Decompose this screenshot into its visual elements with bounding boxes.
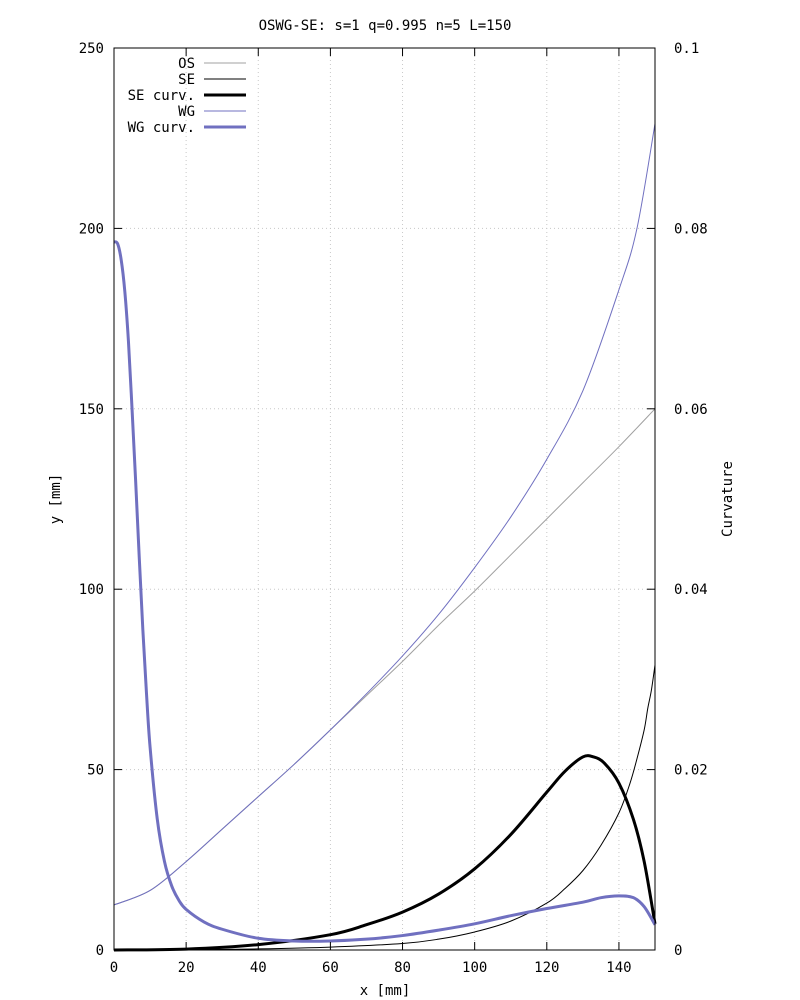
y-tick-label: 0 — [96, 943, 104, 959]
y-tick-label: 100 — [79, 582, 104, 598]
x-tick-label: 60 — [322, 960, 339, 976]
legend-label-wg-curv: WG curv. — [128, 120, 195, 136]
legend-label-os: OS — [178, 56, 195, 72]
series-wg-curv-line — [113, 240, 657, 943]
x-tick-label: 0 — [110, 960, 118, 976]
y2-tick-label: 0.1 — [674, 41, 699, 57]
y2-tick-label: 0.04 — [674, 582, 708, 598]
y2-tick-label: 0 — [674, 943, 682, 959]
x-tick-label: 140 — [606, 960, 631, 976]
y2-tick-label: 0.02 — [674, 763, 708, 779]
x-axis-label: x [mm] — [360, 983, 411, 999]
y-tick-label: 50 — [87, 763, 104, 779]
y-tick-label: 250 — [79, 41, 104, 57]
legend-label-se-curv: SE curv. — [128, 88, 195, 104]
y2-tick-label: 0.06 — [674, 402, 708, 418]
legend-label-wg: WG — [178, 104, 195, 120]
y-tick-label: 150 — [79, 402, 104, 418]
x-tick-label: 100 — [462, 960, 487, 976]
x-tick-label: 80 — [394, 960, 411, 976]
y2-tick-label: 0.08 — [674, 221, 708, 237]
x-tick-label: 20 — [178, 960, 195, 976]
grid — [114, 48, 655, 950]
plot-area — [113, 123, 657, 952]
legend-label-se: SE — [178, 72, 195, 88]
ticks: 0 20 40 60 80 100 120 140 0 50 100 150 200 250 0 0.02 0.… — [79, 41, 708, 976]
y-axis-label: y [mm] — [48, 474, 64, 525]
plot-frame — [113, 47, 656, 951]
series-se-curv-line — [113, 754, 657, 952]
y2-axis-label: Curvature — [720, 461, 736, 537]
x-tick-label: 40 — [250, 960, 267, 976]
series-wg-line — [113, 123, 656, 906]
series-se-line — [113, 664, 656, 951]
series-os-line — [113, 408, 656, 906]
x-tick-label: 120 — [534, 960, 559, 976]
chart-title: OSWG-SE: s=1 q=0.995 n=5 L=150 — [259, 18, 512, 34]
y-tick-label: 200 — [79, 221, 104, 237]
